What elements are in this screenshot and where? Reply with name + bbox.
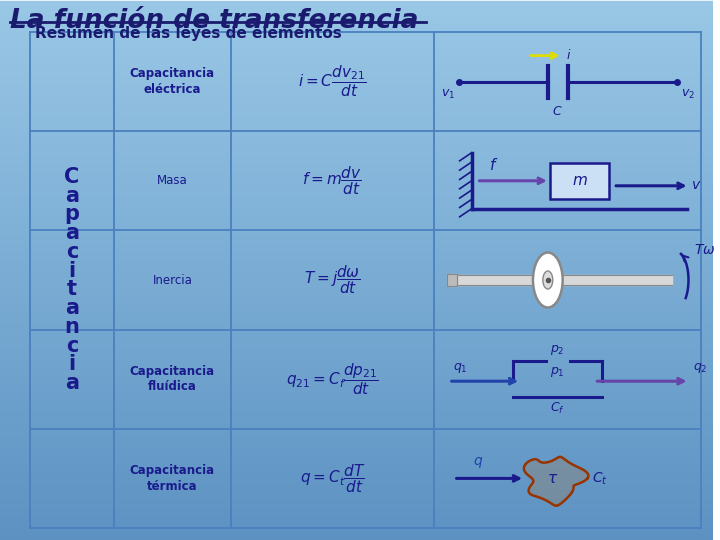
Text: $p_1$: $p_1$	[550, 365, 565, 379]
Text: $v_2$: $v_2$	[680, 87, 695, 100]
Polygon shape	[524, 457, 588, 506]
Text: $m$: $m$	[572, 173, 588, 188]
Text: $C_t$: $C_t$	[593, 470, 608, 487]
Text: $\tau$: $\tau$	[547, 471, 559, 486]
Text: Capacitancia
térmica: Capacitancia térmica	[130, 464, 215, 492]
Text: $q_2$: $q_2$	[693, 361, 708, 375]
Text: $T = j\dfrac{d\omega}{dt}$: $T = j\dfrac{d\omega}{dt}$	[304, 264, 361, 296]
Text: Resumen de las leyes de elementos: Resumen de las leyes de elementos	[35, 26, 341, 41]
Ellipse shape	[543, 271, 553, 289]
Text: $f = m\dfrac{dv}{dt}$: $f = m\dfrac{dv}{dt}$	[302, 164, 362, 197]
Text: $i = C\dfrac{dv_{21}}{dt}$: $i = C\dfrac{dv_{21}}{dt}$	[298, 64, 366, 99]
Text: $v$: $v$	[691, 178, 702, 192]
Text: Masa: Masa	[157, 174, 188, 187]
Text: $v_1$: $v_1$	[441, 87, 455, 100]
Text: Inercia: Inercia	[153, 273, 192, 287]
Text: $p_2$: $p_2$	[550, 343, 565, 357]
Text: $f$: $f$	[489, 157, 498, 173]
Text: $q$: $q$	[473, 455, 484, 470]
Text: $T\omega$: $T\omega$	[694, 243, 716, 257]
Ellipse shape	[533, 253, 562, 307]
Text: Capacitancia
fluídica: Capacitancia fluídica	[130, 365, 215, 394]
Text: La función de transferencia: La función de transferencia	[10, 8, 418, 34]
Text: $i$: $i$	[566, 48, 571, 62]
Text: $q_{21} = C_f\dfrac{dp_{21}}{dt}$: $q_{21} = C_f\dfrac{dp_{21}}{dt}$	[286, 361, 379, 397]
Bar	[550, 163, 609, 199]
Text: Capacitancia
eléctrica: Capacitancia eléctrica	[130, 68, 215, 96]
Text: $C_f$: $C_f$	[550, 401, 565, 416]
Text: $q = C_t\dfrac{dT}{dt}$: $q = C_t\dfrac{dT}{dt}$	[300, 462, 365, 495]
Text: $q_1$: $q_1$	[454, 361, 468, 375]
Text: C
a
p
a
c
i
t
a
n
c
i
a: C a p a c i t a n c i a	[64, 167, 79, 393]
Text: $C$: $C$	[552, 105, 563, 118]
